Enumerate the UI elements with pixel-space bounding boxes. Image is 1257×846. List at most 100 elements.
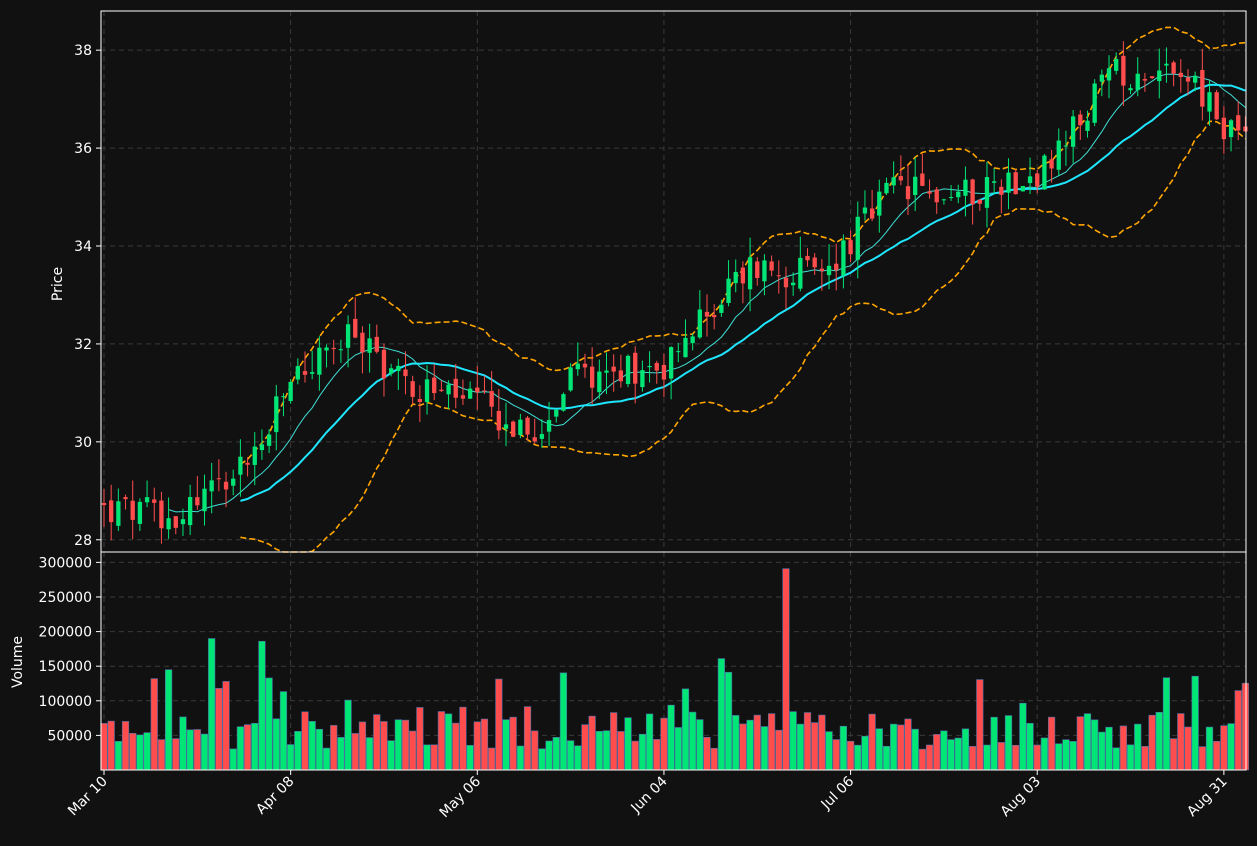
volume-bar [1076, 716, 1084, 771]
candle-body [862, 207, 868, 214]
x-tick-label: May 06 [437, 773, 485, 821]
candle-body [783, 277, 789, 288]
candle-body [640, 370, 645, 388]
volume-bar [473, 721, 481, 771]
volume-bar [545, 740, 553, 771]
candle-body [532, 437, 537, 442]
candle-body [992, 181, 997, 183]
candle-body [647, 365, 652, 368]
volume-bar [969, 746, 977, 771]
volume-bar [882, 745, 891, 771]
candle-body [927, 191, 932, 194]
candle-body [697, 309, 702, 338]
candle-body [331, 347, 336, 350]
candle-body [869, 208, 875, 219]
candle-body [288, 381, 293, 402]
candle-body [281, 396, 286, 398]
volume-bar [574, 745, 582, 771]
price-y-tick-label: 36 [74, 141, 92, 157]
volume-bar [782, 568, 790, 771]
x-tick-label: Aug 31 [1184, 774, 1230, 820]
candle-body [223, 481, 229, 490]
candle-body [704, 311, 710, 317]
volume-bar [251, 722, 259, 771]
volume-bar [100, 723, 108, 771]
candle-body [1049, 159, 1054, 169]
candle-body [302, 371, 308, 375]
volume-bar [315, 728, 323, 771]
candle-body [1006, 172, 1011, 193]
volume-bar [538, 748, 546, 771]
candle-body [152, 499, 157, 503]
ma-fast-line [168, 73, 1246, 513]
volume-bar [1126, 744, 1135, 771]
volume-bar [1220, 725, 1228, 771]
volume-bar [308, 721, 316, 771]
volume-bar [890, 723, 898, 771]
volume-bar [602, 730, 611, 771]
volume-bar [904, 718, 912, 771]
candle-body [259, 444, 265, 451]
volume-bar [1004, 715, 1013, 771]
volume-bar [825, 731, 833, 771]
candle-body [805, 255, 810, 261]
volume-bar [961, 728, 970, 771]
volume-bar [868, 713, 876, 771]
candle-body [913, 176, 918, 195]
candle-body [1078, 114, 1083, 126]
candle-body [195, 497, 200, 506]
volume-bar [430, 744, 438, 771]
volume-bar [172, 738, 180, 771]
candle-body [941, 199, 947, 201]
candle-body [388, 368, 394, 374]
volume-y-tick-label: 200000 [39, 625, 92, 641]
candle-body [855, 216, 860, 260]
volume-bar [653, 739, 661, 771]
volume-bar [444, 713, 453, 771]
volume-bar [200, 733, 209, 771]
volume-panel-frame [100, 551, 1247, 771]
candle-body [1221, 117, 1227, 140]
candle-body [381, 349, 387, 379]
volume-bar [1191, 675, 1199, 771]
volume-bar [243, 724, 252, 771]
volume-bar [452, 722, 460, 771]
volume-bar [567, 740, 575, 771]
candle-body [202, 488, 207, 512]
volume-bar [933, 734, 941, 771]
candle-body [482, 390, 487, 392]
volume-bar [918, 748, 926, 771]
volume-bar [559, 672, 568, 771]
volume-bar [1198, 746, 1206, 771]
candle-body [432, 377, 437, 394]
volume-bar [215, 688, 223, 771]
candle-body [1013, 172, 1018, 195]
candle-body [317, 347, 322, 375]
volume-bar [768, 713, 776, 771]
candle-body [977, 199, 982, 204]
price-y-tick-label: 38 [74, 43, 92, 59]
candle-body [1243, 126, 1248, 132]
volume-bar [437, 711, 446, 771]
candle-body [1128, 88, 1133, 91]
price-panel-frame [100, 10, 1247, 553]
candle-body [726, 278, 731, 304]
volume-bar [1184, 726, 1192, 771]
x-tick-label: Mar 10 [65, 774, 111, 820]
volume-bar [1026, 723, 1034, 771]
candle-body [1092, 83, 1097, 123]
price-y-tick-label: 32 [74, 337, 92, 353]
candle-body [374, 336, 379, 352]
volume-bar [265, 677, 273, 771]
candle-body [769, 261, 774, 271]
candle-body [1020, 185, 1026, 192]
volume-bar [330, 725, 338, 771]
volume-bar [351, 733, 359, 771]
volume-bar [1162, 677, 1171, 771]
volume-bar [925, 744, 934, 771]
candle-body [1236, 115, 1241, 131]
candle-body [597, 371, 602, 393]
candle-body [266, 434, 272, 446]
volume-bar [380, 721, 388, 771]
